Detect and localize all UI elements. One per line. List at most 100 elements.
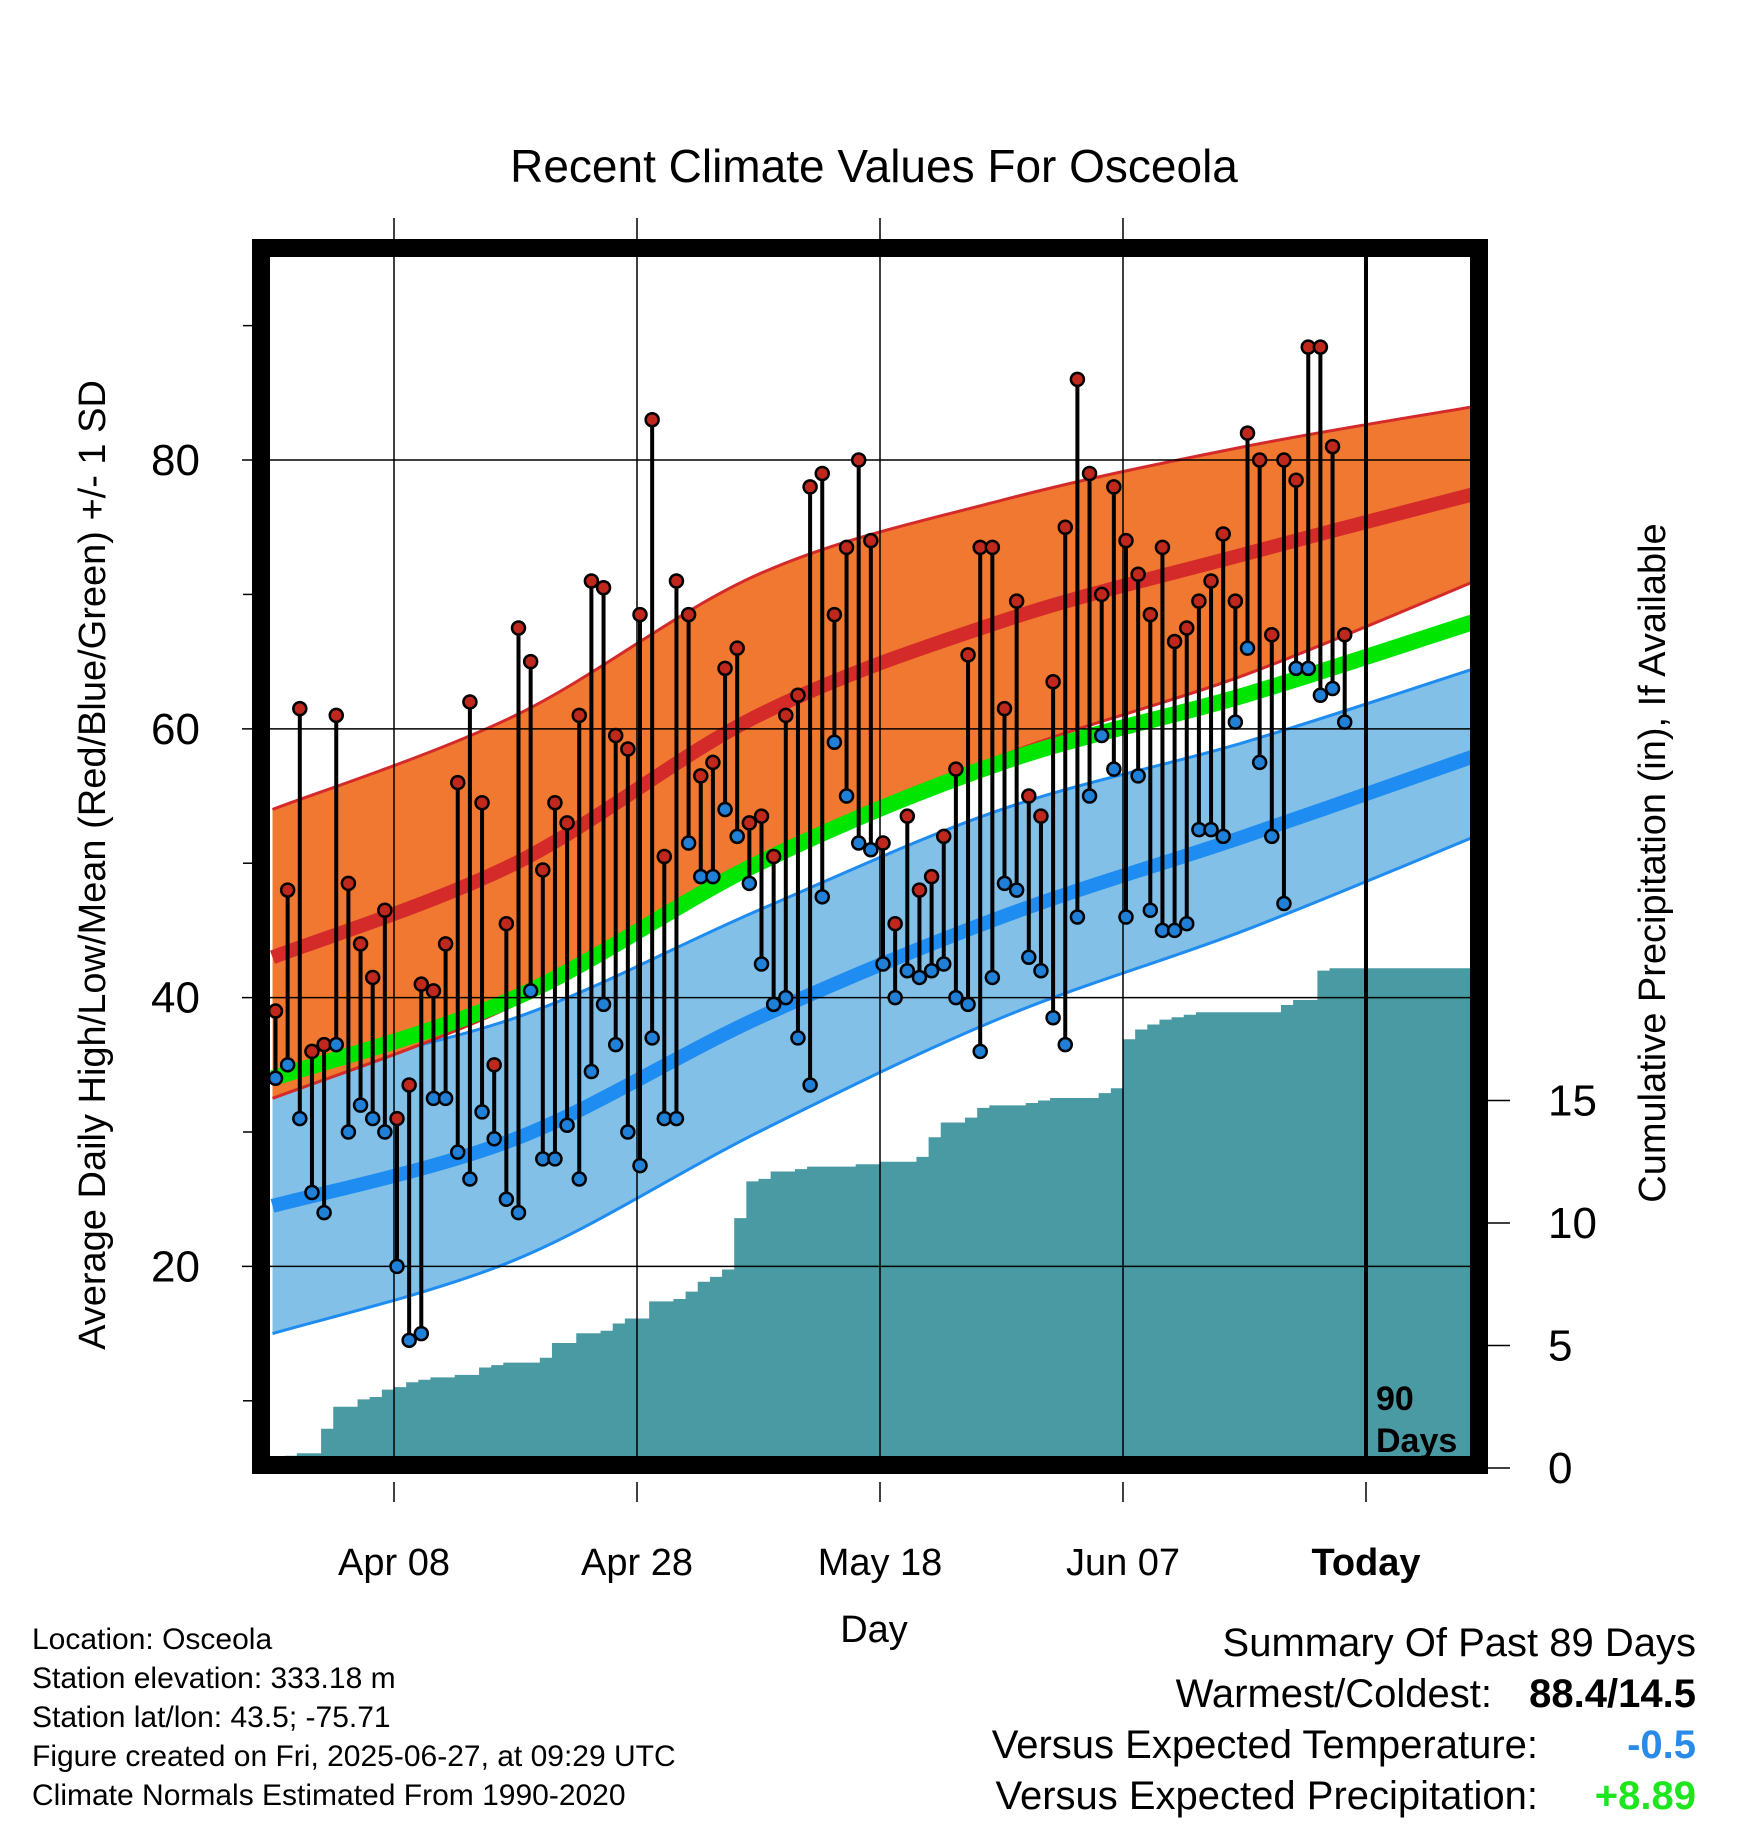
low-point [765,996,782,1013]
high-point [1033,808,1049,824]
high-point [875,835,891,851]
low-point [1057,1036,1073,1053]
low-point [1264,828,1280,845]
low-point [717,801,733,818]
low-point [413,1325,430,1342]
low-point [1179,915,1195,932]
high-point [607,727,624,744]
low-point [729,828,745,845]
low-point [292,1110,308,1127]
high-point [1008,593,1025,609]
low-point [790,1030,806,1046]
high-point [522,653,539,670]
low-point [474,1104,490,1120]
high-point [1118,532,1134,549]
y-tick-label-2: 60 [151,705,200,754]
high-point [1057,519,1073,535]
low-point [863,842,879,858]
low-point [1276,895,1292,912]
low-point [850,835,867,851]
high-point [1179,620,1195,636]
warmest-coldest-label: Warmest/Coldest: [1175,1672,1492,1716]
x-tick-label-0: Apr 08 [338,1542,450,1584]
high-point [304,1043,320,1060]
low-point [923,962,940,979]
low-point [279,1057,296,1073]
low-point [389,1258,405,1275]
low-point [1021,949,1037,966]
warmest-coldest-row: Warmest/Coldest: 88.4/14.5 [992,1669,1696,1720]
high-point [620,741,636,757]
high-point [923,868,940,885]
high-point [1239,425,1256,441]
high-point [437,936,454,952]
high-point [547,794,563,811]
low-point [401,1332,417,1349]
temp-departure-row: Versus Expected Temperature: -0.5 [992,1720,1696,1771]
high-point [1021,788,1037,804]
low-point [486,1130,502,1147]
low-point [462,1171,478,1187]
high-point [656,848,673,865]
high-point [1276,452,1292,468]
low-point [1130,768,1146,784]
low-point [948,989,964,1006]
latlon-text: Station lat/lon: 43.5; -75.71 [32,1701,391,1734]
high-point [1336,626,1353,643]
high-point [1154,539,1171,556]
high-point [778,707,794,724]
low-point [802,1077,818,1093]
high-point [863,532,879,549]
high-point [1106,479,1122,495]
high-point [486,1057,502,1073]
high-point [644,411,660,428]
warmest-coldest-value: 88.4/14.5 [1529,1672,1696,1716]
low-point [753,956,770,972]
low-point [875,956,891,972]
low-point [778,989,794,1006]
station-info: Location: Osceola Station elevation: 333… [32,1620,676,1815]
high-point [1191,593,1207,609]
high-point [936,828,952,845]
y-axis-label: Average Daily High/Low/Mean (Red/Blue/Gr… [72,380,114,1350]
temp-departure-value: -0.5 [1627,1723,1696,1767]
high-point [680,606,697,623]
low-point [1312,687,1329,703]
low-point [996,875,1013,892]
low-point [547,1151,563,1167]
high-point [1312,339,1329,355]
high-point [741,815,758,831]
high-point [510,620,527,636]
high-point [790,687,806,703]
normal-mean-line [269,613,1475,1086]
low-point [620,1124,636,1140]
today-line-label-2: Days [1376,1422,1457,1460]
high-point [364,969,381,986]
low-point [644,1030,660,1046]
y2-tick-label-3: 15 [1548,1077,1597,1126]
y2-tick-label-2: 10 [1548,1199,1597,1248]
high-point [1324,438,1341,455]
high-point [474,794,490,811]
y2-tick-label-1: 5 [1548,1322,1572,1371]
low-point [498,1191,515,1207]
low-point [304,1184,320,1201]
low-point [741,875,758,892]
high-point [328,707,344,724]
low-point [899,962,916,979]
high-point [1142,606,1159,623]
high-point [498,915,515,932]
high-point [1251,452,1268,468]
high-point [559,815,575,831]
x-tick-label-4: Today [1311,1542,1420,1584]
low-point [1069,909,1086,925]
high-point [838,539,855,556]
low-point [316,1204,332,1221]
low-point [814,889,830,905]
low-point [510,1204,527,1221]
high-point [1288,472,1304,488]
high-point [802,479,818,495]
high-point [996,700,1013,717]
low-point [1106,761,1122,777]
